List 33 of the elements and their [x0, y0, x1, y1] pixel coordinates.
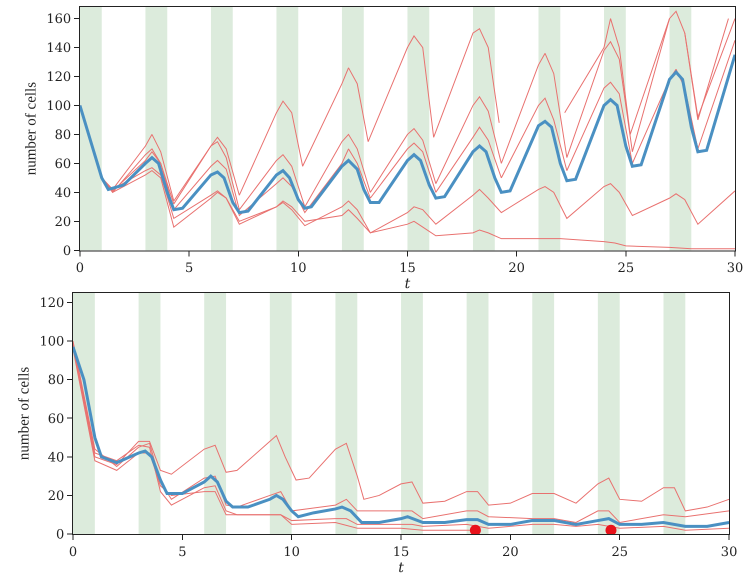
x-tick-label: 5	[184, 260, 194, 276]
x-tick-label: 15	[392, 544, 410, 560]
x-tick-label: 25	[618, 260, 634, 276]
x-tick-label: 0	[76, 260, 84, 276]
y-tick-label: 60	[48, 412, 64, 427]
y-tick-label: 160	[46, 12, 72, 28]
y-tick-label: 120	[46, 70, 72, 86]
y-tick-label: 60	[54, 156, 72, 172]
y-tick-label: 80	[48, 373, 64, 388]
x-tick-label: 15	[399, 260, 416, 276]
y-tick-label: 20	[54, 214, 72, 230]
x-tick-label: 20	[502, 544, 519, 560]
x-axis-title: t	[398, 560, 404, 576]
x-tick-label: 30	[720, 544, 738, 560]
y-tick-label: 0	[56, 528, 64, 543]
y-tick-label: 0	[62, 244, 72, 259]
y-tick-label: 100	[39, 334, 64, 350]
y-tick-label: 40	[48, 450, 64, 466]
x-tick-label: 25	[611, 544, 628, 560]
y-tick-label: 40	[54, 186, 72, 201]
y-tick-label: 100	[46, 99, 72, 114]
x-tick-label: 10	[283, 544, 300, 560]
x-tick-label: 20	[508, 260, 525, 276]
x-tick-label: 10	[290, 260, 307, 276]
y-tick-label: 120	[39, 296, 64, 311]
x-tick-label: 30	[726, 260, 744, 276]
x-tick-label: 5	[178, 544, 186, 560]
y-tick-label: 80	[54, 128, 72, 143]
x-axis-title: t	[404, 276, 411, 292]
y-axis-title: number of cells	[24, 82, 40, 176]
y-tick-label: 20	[48, 489, 64, 504]
y-axis-title: number of cells	[16, 366, 33, 460]
y-tick-label: 140	[46, 41, 72, 56]
